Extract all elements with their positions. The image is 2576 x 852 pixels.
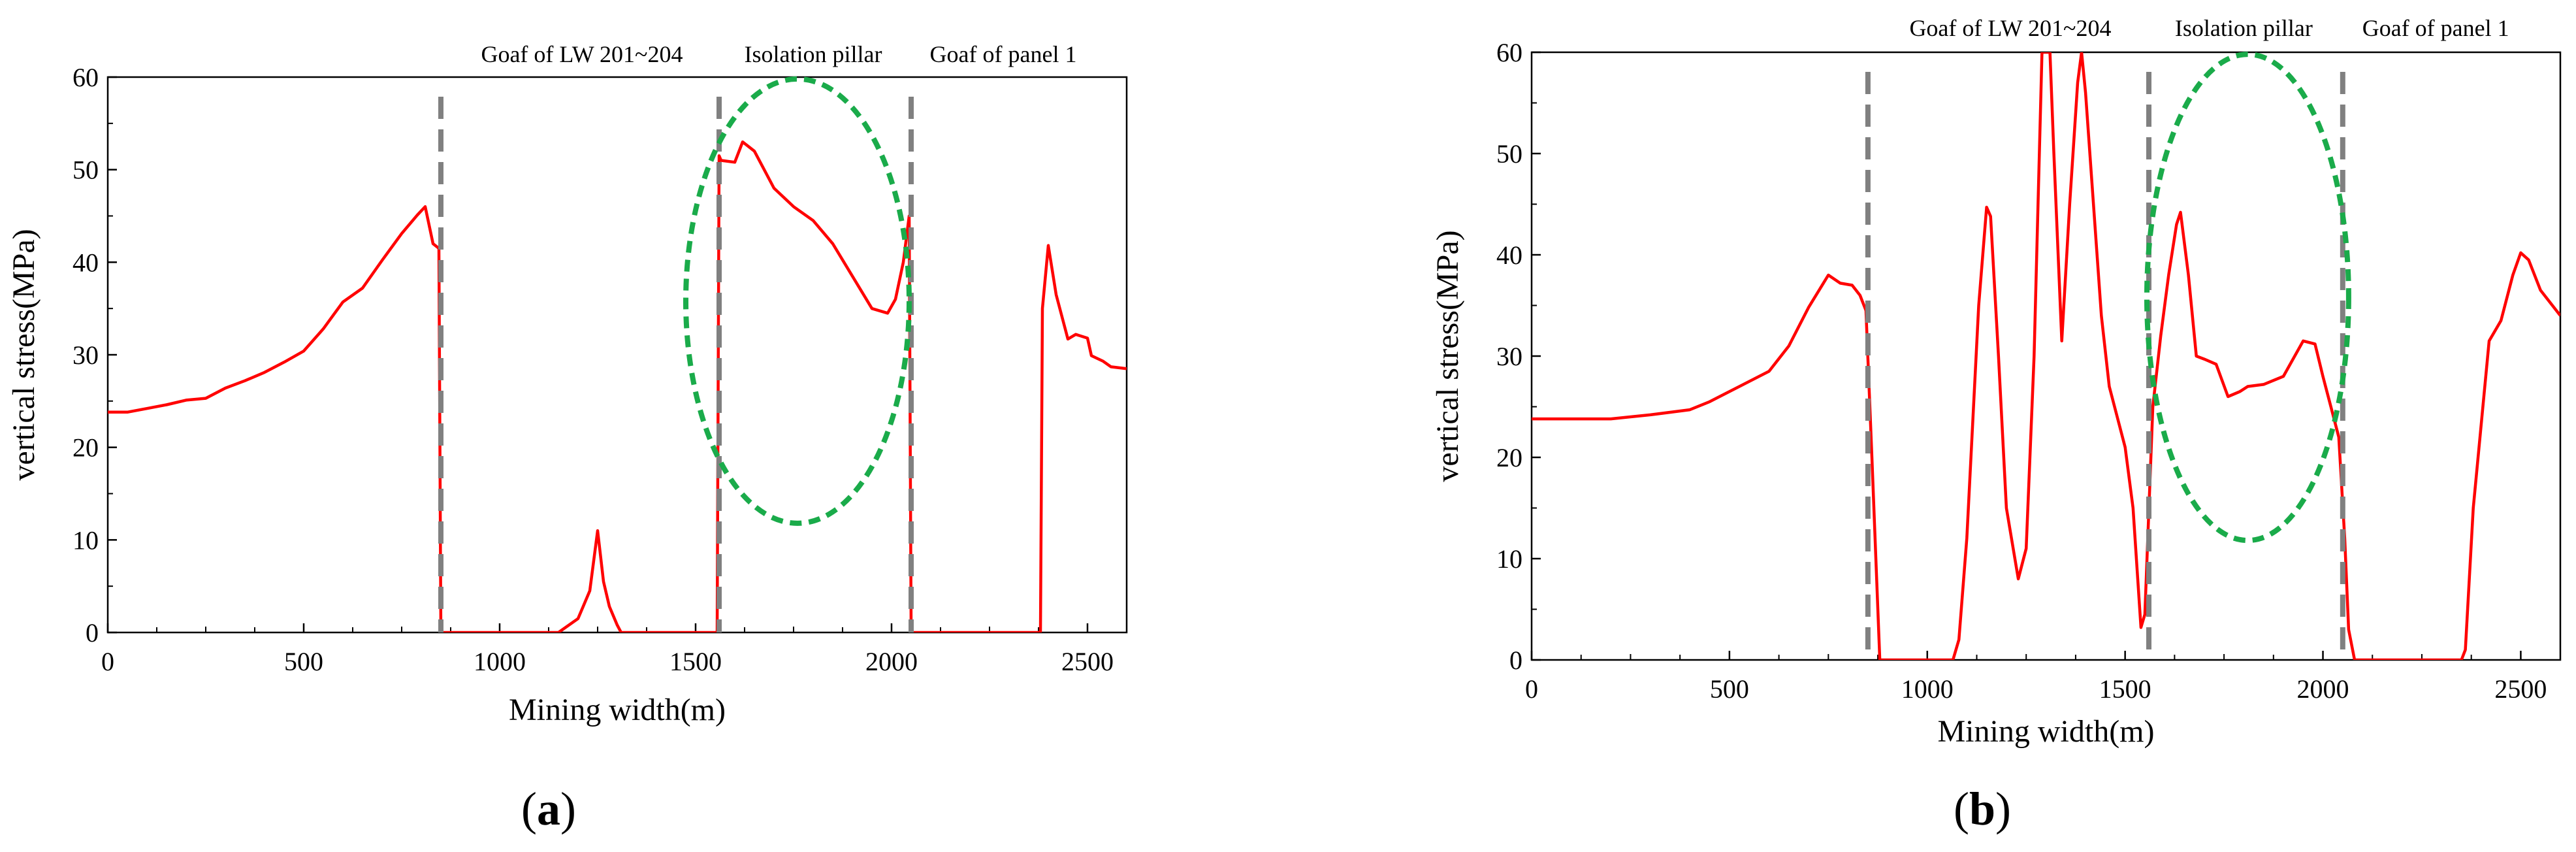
y-tick-label-b-6: 60 [1496,38,1522,67]
y-tick-label-a-0: 0 [86,618,99,647]
y-tick-label-a-4: 40 [72,248,99,277]
y-tick-label-a-3: 30 [72,340,99,370]
plot-frame-b [1530,51,2562,661]
region-label-a-0: Goaf of LW 201~204 [481,41,683,67]
region-label-a-2: Goaf of panel 1 [930,41,1077,67]
x-tick-label-b-2: 1000 [1901,674,1954,704]
x-tick-label-b-0: 0 [1525,674,1538,704]
pillar-highlight-ellipse-a [683,76,912,526]
y-tick-label-a-5: 50 [72,156,99,185]
panel-label-b: (b) [1954,783,2011,835]
y-axis-title-a: vertical stress(MPa) [7,229,41,480]
x-axis-title-b: Mining width(m) [1938,714,2155,749]
y-tick-label-a-1: 10 [72,525,99,555]
stress-curve-b [1532,52,2560,660]
y-tick-label-b-5: 50 [1496,139,1522,169]
x-tick-label-b-5: 2500 [2494,674,2547,704]
x-tick-label-a-5: 2500 [1061,647,1114,676]
stress-curve-a [108,140,1127,632]
y-tick-label-b-0: 0 [1509,646,1522,675]
x-axis-title-a: Mining width(m) [509,693,726,727]
x-tick-label-b-4: 2000 [2297,674,2349,704]
y-tick-label-a-6: 60 [72,63,99,92]
y-axis-title-b: vertical stress(MPa) [1430,230,1465,482]
chart-panel-b: 0 500 1000 1500 2000 2500 0 10 20 30 40 50 60 Mining … [1430,15,2562,835]
x-tick-label-a-3: 1500 [669,647,722,676]
y-tick-label-b-4: 40 [1496,240,1522,270]
x-tick-label-a-1: 500 [284,647,323,676]
region-label-a-1: Isolation pillar [745,41,882,67]
pillar-highlight-ellipse-b [2144,52,2351,544]
x-tick-label-b-3: 1500 [2099,674,2151,704]
plot-frame-a [106,76,1128,634]
x-tick-label-b-1: 500 [1710,674,1749,704]
region-label-b-0: Goaf of LW 201~204 [1909,15,2111,41]
x-tick-label-a-2: 1000 [474,647,526,676]
x-tick-label-a-4: 2000 [865,647,918,676]
x-tick-label-a-0: 0 [101,647,114,676]
y-tick-label-b-3: 30 [1496,342,1522,371]
region-label-b-2: Goaf of panel 1 [2362,15,2509,41]
chart-panel-a: 0 500 1000 1500 2000 2500 0 10 20 30 40 50 60 Mining … [7,41,1128,835]
region-label-b-1: Isolation pillar [2175,15,2313,41]
y-tick-label-b-1: 10 [1496,544,1522,574]
y-tick-label-a-2: 20 [72,433,99,463]
panel-label-a: (a) [521,783,576,835]
y-tick-label-b-2: 20 [1496,443,1522,472]
